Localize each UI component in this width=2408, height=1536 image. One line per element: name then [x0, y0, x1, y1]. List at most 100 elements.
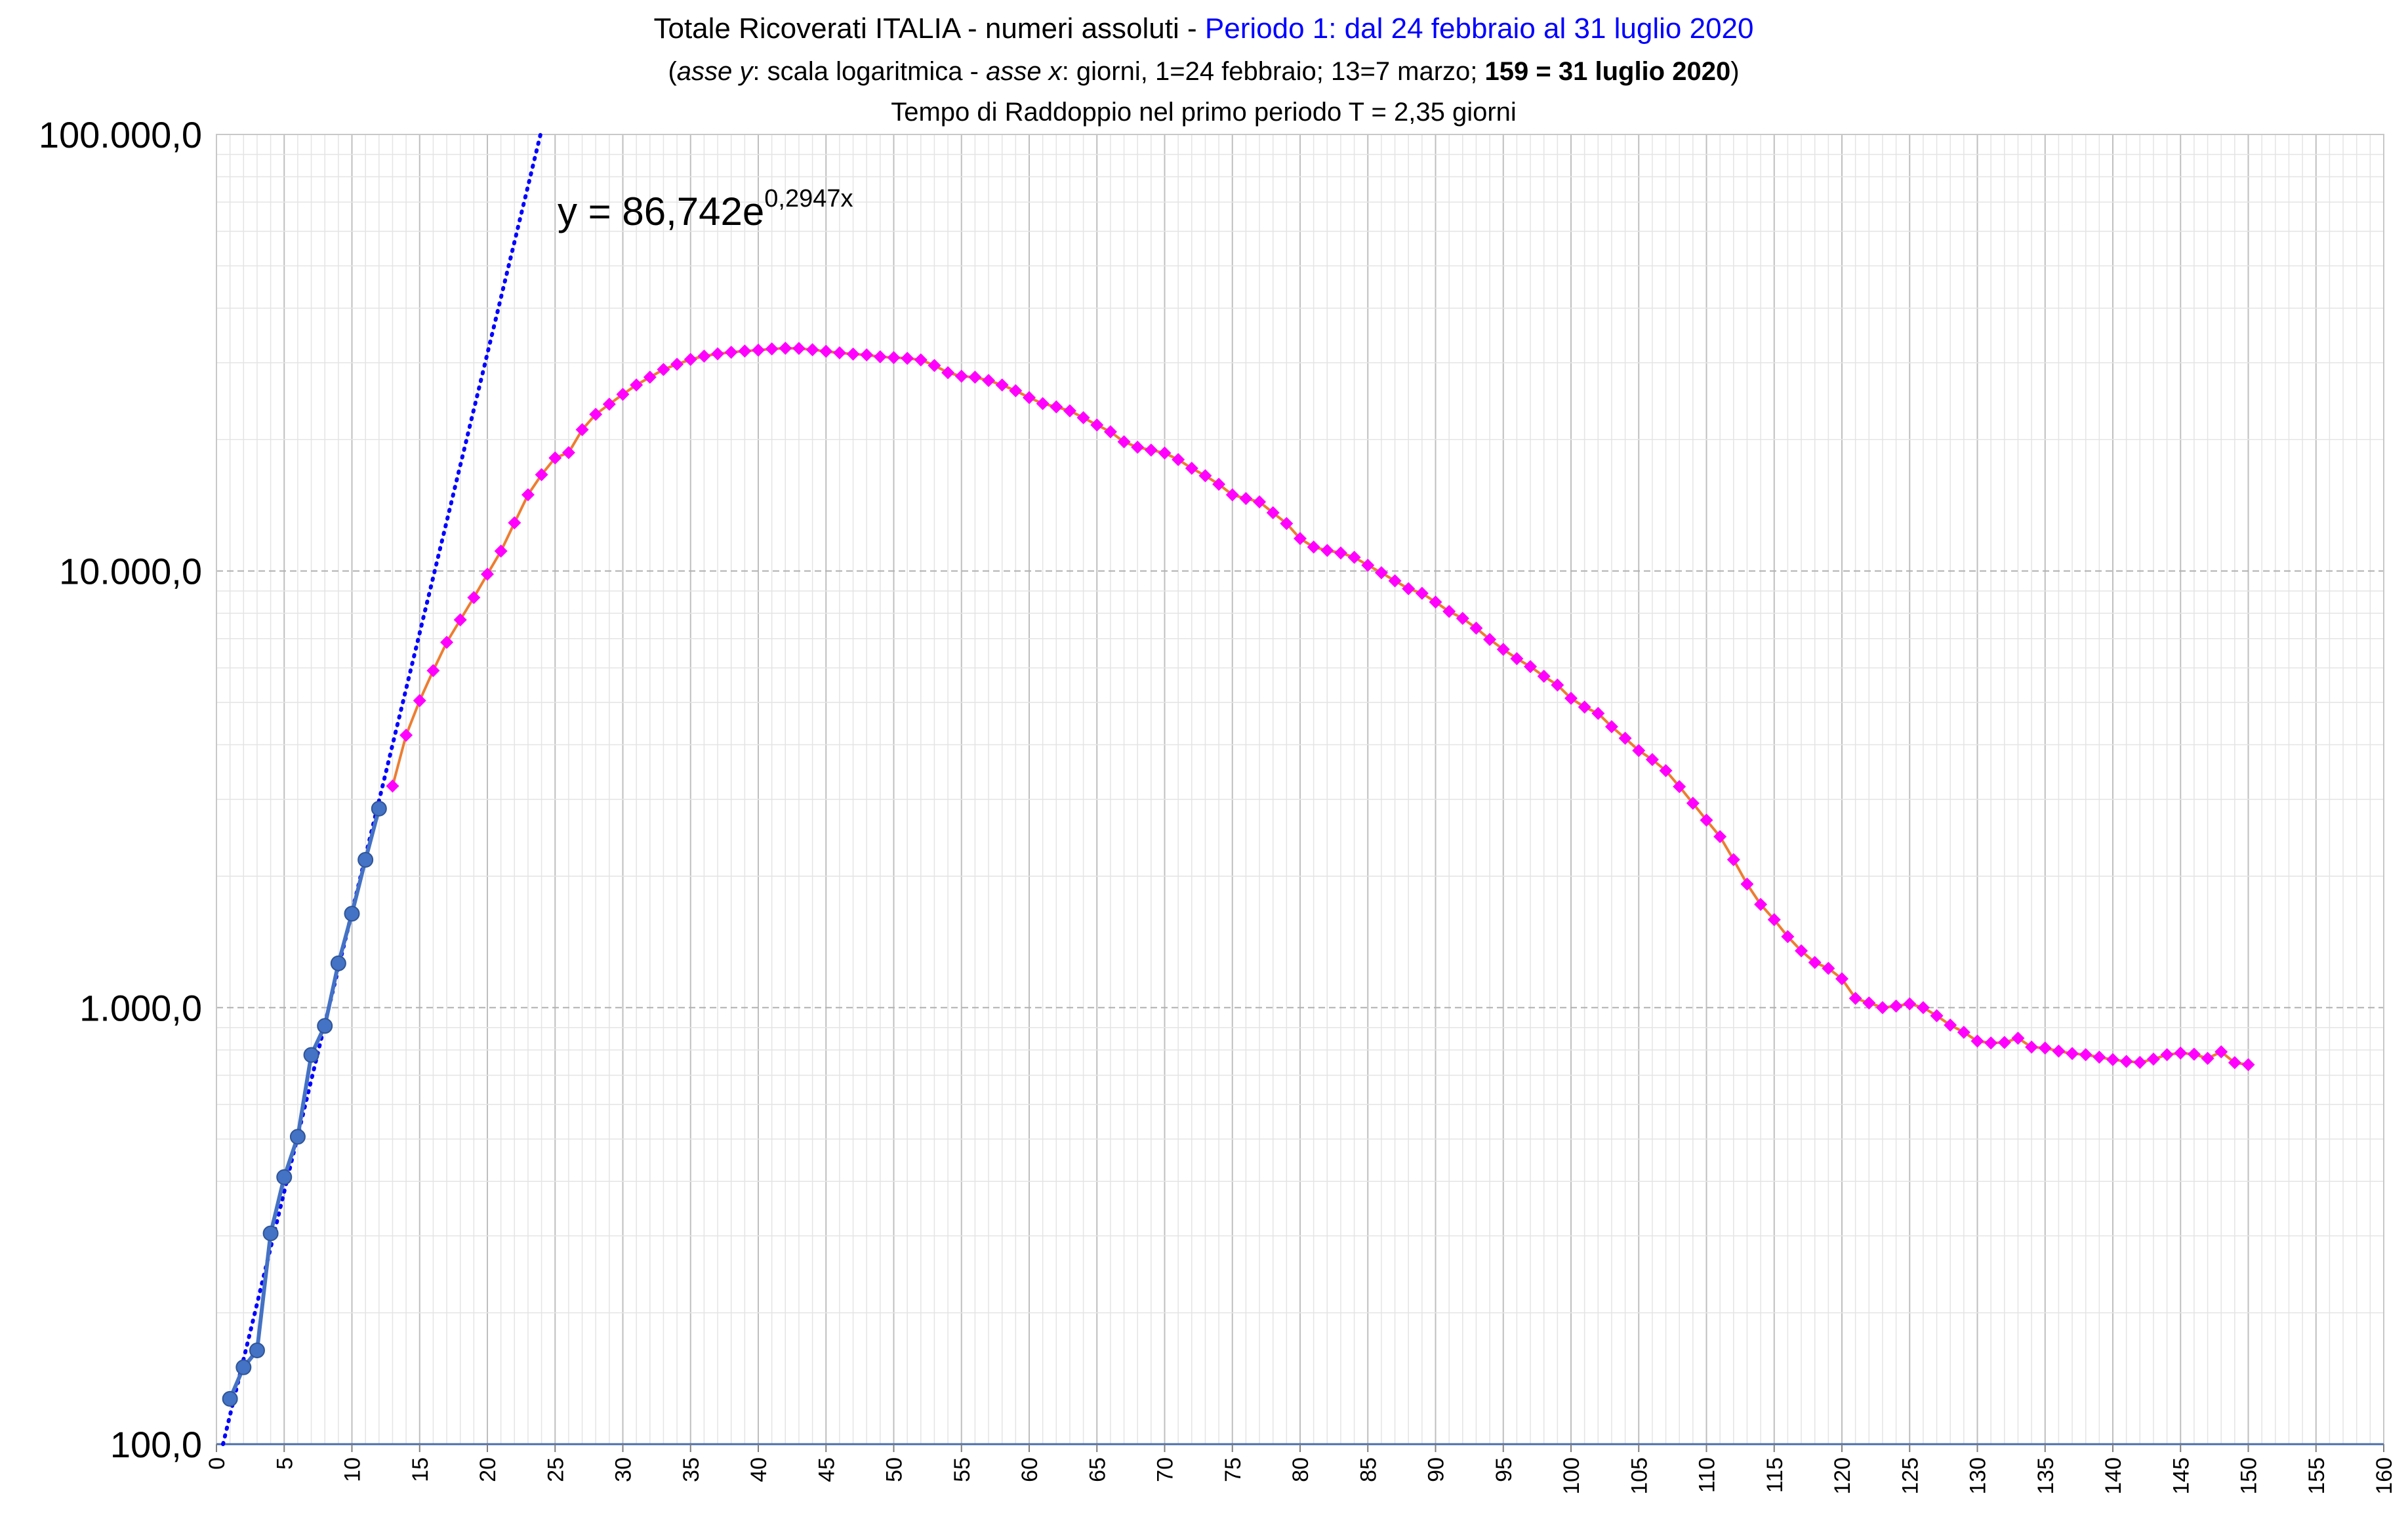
series-2-point	[399, 728, 413, 742]
series-2-point	[1808, 956, 1822, 969]
series-2-point	[1334, 546, 1347, 560]
series-1-point	[330, 955, 346, 971]
series-2-point	[561, 446, 575, 460]
series-2-point	[2228, 1056, 2241, 1070]
series-2-point	[1131, 440, 1145, 454]
series-2-point	[1903, 997, 1917, 1011]
equation-exponent: 0,2947x	[764, 185, 853, 212]
series-2-point	[1726, 853, 1740, 866]
series-2-point	[494, 544, 508, 558]
series-2-point	[1185, 462, 1198, 475]
x-tick-label: 70	[1153, 1457, 1178, 1482]
series-2-point	[1415, 586, 1429, 600]
series-2-point	[1374, 566, 1388, 580]
x-tick-label: 125	[1898, 1457, 1923, 1495]
x-tick-label: 140	[2101, 1457, 2126, 1495]
series-2-point	[630, 378, 643, 392]
series-2-point	[1618, 731, 1632, 745]
x-tick-label: 130	[1966, 1457, 1991, 1495]
series-2-point	[1307, 540, 1320, 554]
series-2-point	[2038, 1041, 2052, 1055]
series-2-point	[1591, 706, 1605, 720]
series-2-point	[711, 347, 725, 361]
series-1-point	[303, 1047, 319, 1063]
series-2-point	[779, 342, 792, 355]
series-2-point	[1212, 477, 1226, 491]
series-2-point	[2146, 1052, 2160, 1066]
x-tick-label: 120	[1830, 1457, 1855, 1495]
series-2-point	[1090, 418, 1104, 432]
series-2-point	[738, 344, 752, 358]
series-2-point	[1117, 435, 1131, 449]
label-layer: 100,0 1.000,0 10.000,0 100.000,0 0 5 10 15 20 25 3…	[39, 114, 2397, 1495]
x-tick-label: 15	[408, 1457, 433, 1482]
series-2-point	[2025, 1040, 2039, 1054]
x-tick-label: 40	[746, 1457, 771, 1482]
title-part: : giorni, 1=24 febbraio; 13=7 marzo;	[1062, 57, 1485, 86]
series-2-point	[1144, 443, 1158, 457]
x-tick-label: 95	[1492, 1457, 1517, 1482]
series-2-point	[860, 348, 874, 362]
x-tick-label: 60	[1017, 1457, 1042, 1482]
series-2-point	[1103, 425, 1117, 439]
series-2-point	[697, 349, 711, 363]
series-1-point	[276, 1169, 293, 1185]
series-2-point	[1483, 632, 1497, 646]
series-2-line	[391, 346, 2249, 1066]
series-2-point	[792, 342, 806, 355]
series-1-point	[357, 852, 374, 868]
series-2-point	[819, 344, 833, 358]
series-2-point	[1469, 621, 1483, 635]
x-tick-label: 5	[272, 1457, 297, 1470]
series-2-point	[2174, 1046, 2188, 1060]
series-2-point	[481, 567, 494, 581]
series-2-point	[2201, 1051, 2214, 1065]
series-2-point	[1158, 446, 1172, 460]
series-2-point	[1510, 652, 1524, 666]
series-2-point	[1604, 720, 1618, 734]
series-2-point	[2011, 1031, 2025, 1045]
series-2-point	[901, 352, 914, 365]
series-2-point	[995, 378, 1009, 392]
series-2-point	[1388, 574, 1402, 588]
y-tick-label: 100.000,0	[39, 114, 202, 155]
series-2-point	[873, 350, 887, 364]
series-2-point	[887, 351, 901, 365]
series-2-point	[508, 516, 521, 530]
series-2-point	[1700, 813, 1713, 827]
x-tick-label: 150	[2237, 1457, 2262, 1495]
series-1-point	[262, 1225, 279, 1242]
chart-subtitle: (asse y: scala logaritmica - asse x: gio…	[668, 57, 1739, 86]
series-2-point	[1198, 469, 1212, 483]
series-2-point	[2160, 1048, 2174, 1062]
series-2-point	[1551, 678, 1564, 692]
series-2-point	[832, 346, 846, 360]
series-2-point	[2092, 1050, 2106, 1064]
series-2-point	[616, 388, 630, 401]
title-part: asse x	[986, 57, 1063, 86]
series-2-point	[914, 353, 928, 367]
series-2-point	[426, 664, 440, 677]
series-2-point	[535, 468, 548, 481]
series-1-point	[289, 1129, 306, 1145]
series-1-point	[317, 1018, 333, 1034]
series-2-point	[1835, 972, 1848, 986]
series-2-point	[954, 369, 968, 383]
series-1-point	[222, 1390, 238, 1407]
series-2-point	[643, 371, 657, 384]
title-part: )	[1730, 57, 1739, 86]
series-2-point	[684, 352, 697, 366]
series-2-point	[386, 779, 399, 793]
series-2-point	[1632, 744, 1646, 758]
series-1-point	[249, 1342, 265, 1358]
x-tick-label: 75	[1221, 1457, 1246, 1482]
series-2-point	[1524, 660, 1538, 674]
x-tick-label: 90	[1424, 1457, 1449, 1482]
series-2-point	[1496, 643, 1510, 657]
series-2-point	[2066, 1047, 2079, 1061]
x-tick-label: 110	[1695, 1457, 1720, 1493]
x-tick-label: 65	[1085, 1457, 1110, 1482]
series-2-point	[602, 397, 616, 411]
series-2-point	[1767, 913, 1781, 927]
